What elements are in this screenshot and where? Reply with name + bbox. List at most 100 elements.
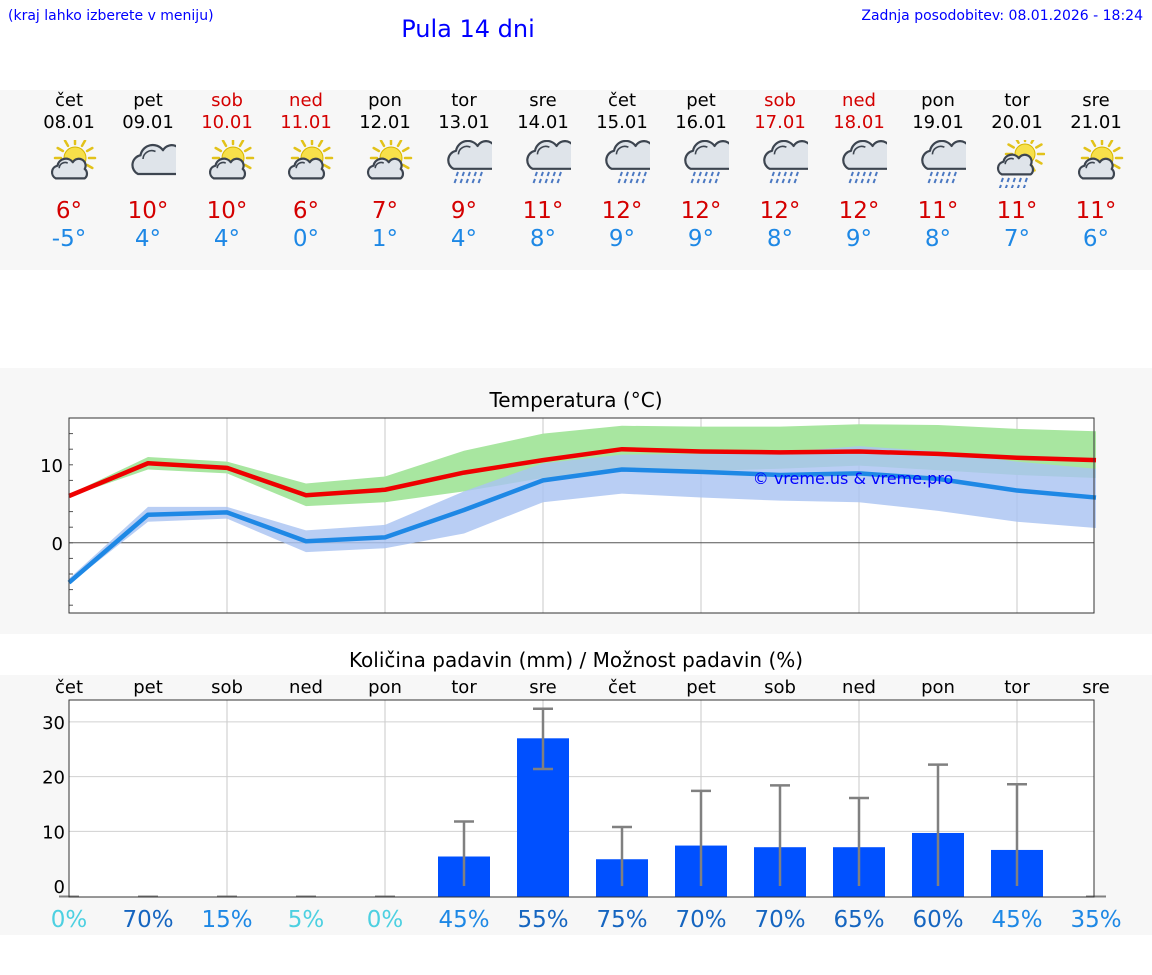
temp-max: 6° bbox=[292, 198, 320, 224]
precipitation-probability: 0% bbox=[367, 907, 404, 933]
temp-max: 6° bbox=[55, 198, 83, 224]
day-date: 12.01 bbox=[359, 112, 411, 133]
rain-icon bbox=[447, 140, 492, 184]
day-name: tor bbox=[1004, 90, 1030, 111]
rain-icon bbox=[842, 140, 887, 184]
day-column: tor 13.01 9° 4° bbox=[424, 90, 504, 270]
sun-cloud-icon bbox=[208, 140, 255, 180]
day-name: ned bbox=[842, 90, 876, 111]
day-name: sre bbox=[1082, 90, 1110, 111]
precipitation-day-label: sob bbox=[211, 677, 243, 698]
day-date: 18.01 bbox=[833, 112, 885, 133]
temp-min: 8° bbox=[924, 226, 952, 252]
last-updated: Zadnja posodobitev: 08.01.2026 - 18:24 bbox=[861, 8, 1143, 24]
temp-min: 8° bbox=[529, 226, 557, 252]
day-name: čet bbox=[54, 90, 84, 111]
precipitation-day-label: čet bbox=[608, 677, 636, 698]
precipitation-probability: 35% bbox=[1070, 907, 1121, 933]
precipitation-day-label: ned bbox=[289, 677, 323, 698]
day-column: sre 21.01 11° 6° bbox=[1056, 90, 1136, 270]
day-column: sre 14.01 11° 8° bbox=[503, 90, 583, 270]
temp-min: 1° bbox=[371, 226, 399, 252]
rain-icon bbox=[763, 140, 808, 184]
sun-cloud-icon bbox=[287, 140, 334, 180]
precipitation-day-label: sre bbox=[1082, 677, 1109, 698]
day-name: sob bbox=[211, 90, 243, 111]
temp-min: 8° bbox=[766, 226, 794, 252]
temp-max: 9° bbox=[450, 198, 478, 224]
temp-min: 0° bbox=[292, 226, 320, 252]
day-name: čet bbox=[607, 90, 637, 111]
day-date: 21.01 bbox=[1070, 112, 1122, 133]
precipitation-probability: 45% bbox=[438, 907, 489, 933]
rain-icon bbox=[526, 140, 571, 184]
precipitation-probability: 55% bbox=[517, 907, 568, 933]
temp-max: 7° bbox=[371, 198, 399, 224]
precipitation-probability: 65% bbox=[833, 907, 884, 933]
temp-min: 4° bbox=[134, 226, 162, 252]
precipitation-day-label: čet bbox=[55, 677, 83, 698]
day-name: pet bbox=[133, 90, 163, 111]
day-date: 13.01 bbox=[438, 112, 490, 133]
temp-max: 11° bbox=[522, 198, 564, 224]
temp-min: -5° bbox=[51, 226, 87, 252]
temp-min: 9° bbox=[687, 226, 715, 252]
day-date: 15.01 bbox=[596, 112, 648, 133]
light-rain-icon bbox=[605, 140, 650, 184]
temperature-chart-title: Temperatura (°C) bbox=[489, 388, 663, 412]
temp-min: 9° bbox=[845, 226, 873, 252]
day-name: pet bbox=[686, 90, 716, 111]
precipitation-day-label: pon bbox=[368, 677, 402, 698]
watermark: © vreme.us & vreme.pro bbox=[753, 469, 954, 488]
day-column: čet 15.01 12° 9° bbox=[582, 90, 662, 270]
day-date: 08.01 bbox=[43, 112, 95, 133]
temp-max: 10° bbox=[127, 198, 169, 224]
temp-min: 4° bbox=[450, 226, 478, 252]
precipitation-y-tick-label: 20 bbox=[42, 768, 65, 789]
temp-min: 9° bbox=[608, 226, 636, 252]
temperature-plot-border bbox=[68, 417, 1095, 614]
day-date: 20.01 bbox=[991, 112, 1043, 133]
temp-max: 12° bbox=[759, 198, 801, 224]
day-name: ned bbox=[289, 90, 323, 111]
precipitation-day-label: ned bbox=[842, 677, 876, 698]
day-column: pet 09.01 10° 4° bbox=[108, 90, 188, 270]
precipitation-day-label: sre bbox=[529, 677, 556, 698]
day-date: 10.01 bbox=[201, 112, 253, 133]
precipitation-chart-title: Količina padavin (mm) / Možnost padavin … bbox=[348, 648, 804, 672]
day-date: 19.01 bbox=[912, 112, 964, 133]
temp-max: 12° bbox=[601, 198, 643, 224]
sun-rain-icon bbox=[996, 140, 1045, 188]
day-date: 17.01 bbox=[754, 112, 806, 133]
day-name: tor bbox=[451, 90, 477, 111]
sun-cloud-icon bbox=[50, 140, 97, 180]
day-column: tor 20.01 11° 7° bbox=[977, 90, 1057, 270]
precipitation-day-label: sob bbox=[764, 677, 796, 698]
day-name: sob bbox=[764, 90, 796, 111]
precipitation-plot-border bbox=[68, 699, 1095, 898]
temp-min: 7° bbox=[1003, 226, 1031, 252]
day-column: sob 17.01 12° 8° bbox=[740, 90, 820, 270]
precipitation-probability: 70% bbox=[122, 907, 173, 933]
rain-icon bbox=[921, 140, 966, 184]
precipitation-y-tick-label: 10 bbox=[42, 822, 65, 843]
temp-max: 11° bbox=[996, 198, 1038, 224]
sun-cloud-icon bbox=[366, 140, 413, 180]
precipitation-probability: 15% bbox=[201, 907, 252, 933]
day-name: sre bbox=[529, 90, 557, 111]
day-column: sob 10.01 10° 4° bbox=[187, 90, 267, 270]
day-name: pon bbox=[921, 90, 955, 111]
precipitation-probability: 60% bbox=[912, 907, 963, 933]
temperature-y-tick-label: 10 bbox=[40, 456, 63, 477]
day-column: ned 18.01 12° 9° bbox=[819, 90, 899, 270]
precipitation-probability: 45% bbox=[991, 907, 1042, 933]
day-name: pon bbox=[368, 90, 402, 111]
temperature-y-tick-label: 0 bbox=[52, 534, 63, 555]
location-hint: (kraj lahko izberete v meniju) bbox=[8, 8, 214, 24]
precipitation-y-tick-label: 30 bbox=[42, 713, 65, 734]
forecast-strip: čet 08.01 6° -5° pet 09.01 10° 4° sob 10.01 10° 4° n… bbox=[0, 90, 1152, 270]
precipitation-y-tick-label: 0 bbox=[54, 877, 65, 898]
min-temperature-line bbox=[67, 467, 1097, 585]
precipitation-day-label: pet bbox=[686, 677, 716, 698]
temp-max: 12° bbox=[838, 198, 880, 224]
